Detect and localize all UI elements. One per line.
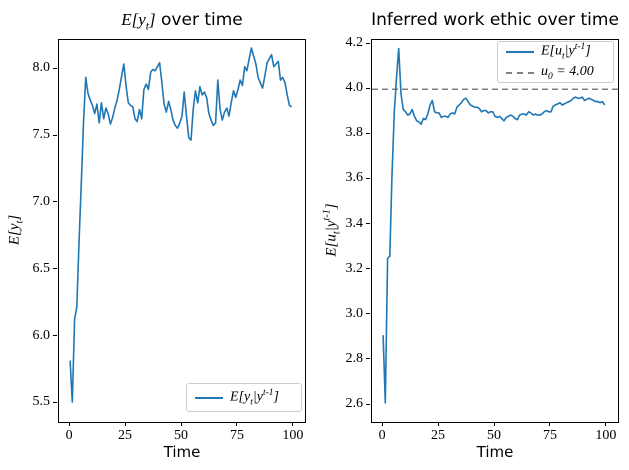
x-tick-label: 100 <box>595 428 617 443</box>
y-tick-label: 3.2 <box>345 260 364 276</box>
right-plot-title: Inferred work ethic over time <box>371 10 619 30</box>
x-tick-label: 50 <box>487 428 501 443</box>
left-plot-title: E[yt] over time <box>58 10 306 32</box>
y-tick-label: 5.5 <box>32 394 51 410</box>
x-tick-mark <box>493 422 495 426</box>
y-tick-label: 3.6 <box>345 170 364 186</box>
y-tick-label: 2.6 <box>345 396 364 412</box>
right-plot-canvas <box>372 47 618 404</box>
blue-line-sample-icon <box>195 396 223 399</box>
y-tick-label: 6.0 <box>32 327 51 343</box>
y-tick-label: 6.5 <box>32 260 51 276</box>
gray-dashed-sample-icon <box>506 72 534 75</box>
y-tick-label: 3.4 <box>345 215 364 231</box>
blue-line-sample-icon <box>506 50 534 53</box>
x-tick-label: 0 <box>65 428 73 443</box>
left-plot-canvas <box>69 47 293 403</box>
expected-output-line <box>69 47 293 403</box>
y-tick-mark <box>366 313 370 315</box>
y-tick-mark <box>53 401 57 403</box>
x-tick-label: 75 <box>229 428 244 443</box>
x-tick-label: 25 <box>118 428 133 443</box>
x-tick-label: 0 <box>378 428 386 443</box>
y-tick-label: 3.0 <box>345 305 364 321</box>
legend-entry-label: E[ut|yt-1] <box>541 41 591 62</box>
x-tick-mark <box>236 422 238 426</box>
left-title-math-part: E[yt] <box>121 10 156 33</box>
x-tick-label: 25 <box>431 428 446 443</box>
y-tick-mark <box>366 358 370 360</box>
y-tick-mark <box>53 67 57 69</box>
legend-entry: u0 = 4.00 <box>506 64 605 82</box>
y-tick-label: 3.8 <box>345 125 364 141</box>
y-tick-label: 4.2 <box>345 35 364 51</box>
inferred-work-ethic-line <box>382 47 606 404</box>
x-tick-label: 100 <box>282 428 304 443</box>
y-tick-mark <box>53 201 57 203</box>
y-tick-label: 2.8 <box>345 350 364 366</box>
x-tick-mark <box>68 422 70 426</box>
legend-entry-label: u0 = 4.00 <box>541 64 594 83</box>
y-tick-label: 4.0 <box>345 80 364 96</box>
left-title-text-part: over time <box>155 10 243 30</box>
y-tick-mark <box>366 268 370 270</box>
left-plot-axes <box>58 39 306 423</box>
y-tick-mark <box>366 87 370 89</box>
legend-entry-label: E[yt|yt-1] <box>230 387 279 408</box>
y-tick-mark <box>366 132 370 134</box>
legend-entry: E[yt|yt-1] <box>195 388 293 407</box>
left-plot-legend: E[yt|yt-1] <box>186 383 302 412</box>
y-tick-mark <box>53 134 57 136</box>
x-tick-mark <box>437 422 439 426</box>
x-tick-label: 50 <box>174 428 188 443</box>
right-title-text-part: Inferred work ethic over time <box>371 10 619 30</box>
x-tick-mark <box>180 422 182 426</box>
legend-entry: E[ut|yt-1] <box>506 42 605 61</box>
y-tick-mark <box>53 335 57 337</box>
right-x-axis-label: Time <box>476 443 514 461</box>
y-tick-label: 7.5 <box>32 127 51 143</box>
x-tick-label: 75 <box>542 428 557 443</box>
right-plot-axes <box>371 39 619 423</box>
y-tick-mark <box>366 177 370 179</box>
x-tick-mark <box>381 422 383 426</box>
x-tick-mark <box>124 422 126 426</box>
x-tick-mark <box>605 422 607 426</box>
y-tick-mark <box>366 223 370 225</box>
y-tick-mark <box>366 403 370 405</box>
right-plot-legend: E[ut|yt-1] u0 = 4.00 <box>497 41 614 83</box>
y-tick-label: 8.0 <box>32 60 51 76</box>
y-tick-mark <box>53 268 57 270</box>
x-tick-mark <box>292 422 294 426</box>
left-y-axis-label: E[yt] <box>6 214 26 246</box>
y-tick-mark <box>366 42 370 44</box>
y-tick-label: 7.0 <box>32 193 51 209</box>
x-tick-mark <box>549 422 551 426</box>
left-x-axis-label: Time <box>163 443 201 461</box>
